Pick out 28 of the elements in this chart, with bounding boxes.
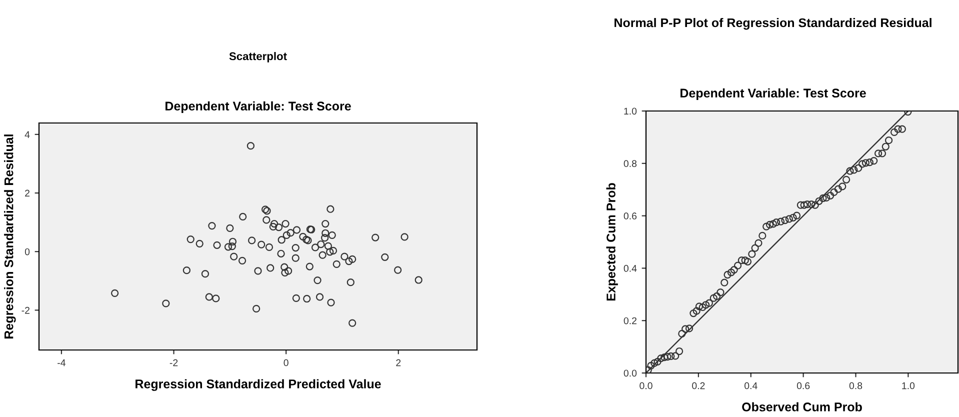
y-tick-label: 0.2 [624, 317, 636, 324]
x-tick-label: 1.0 [902, 382, 915, 390]
x-tick-label: 0.2 [692, 382, 705, 390]
x-tick-label: 0.6 [796, 382, 810, 390]
y-tick-label: 0.4 [624, 264, 637, 272]
y-tick-label: 4 [24, 131, 30, 138]
y-tick-label: 0.8 [624, 160, 637, 168]
x-axis-title: Observed Cum Prob [742, 402, 862, 412]
x-tick-label: 0.0 [640, 382, 652, 390]
chart-subtitle: Dependent Variable: Test Score [680, 88, 866, 100]
y-tick-label: 0 [24, 248, 30, 256]
y-tick-label: 0.0 [624, 370, 637, 377]
x-tick-label: 2 [396, 359, 401, 366]
y-tick-label: 2 [25, 190, 30, 197]
x-tick-label: 0.8 [849, 382, 862, 390]
y-tick-label: -2 [22, 306, 30, 314]
y-axis-title: Regression Standardized Residual [4, 134, 16, 338]
x-tick-label: 0.4 [744, 382, 758, 390]
x-tick-label: -2 [170, 359, 178, 366]
x-axis-title: Regression Standardized Predicted Value [136, 379, 381, 391]
y-axis-title: Expected Cum Prob [606, 183, 618, 301]
x-tick-label: -4 [58, 359, 66, 366]
chart-title: Normal P-P Plot of Regression Standardized Residual [614, 18, 932, 30]
chart-title: Scatterplot [229, 52, 287, 62]
y-tick-label: 0.6 [624, 212, 637, 220]
y-tick-label: 1.0 [624, 108, 637, 115]
chart-subtitle: Dependent Variable: Test Score [166, 101, 351, 113]
x-tick-label: 0 [284, 359, 288, 366]
